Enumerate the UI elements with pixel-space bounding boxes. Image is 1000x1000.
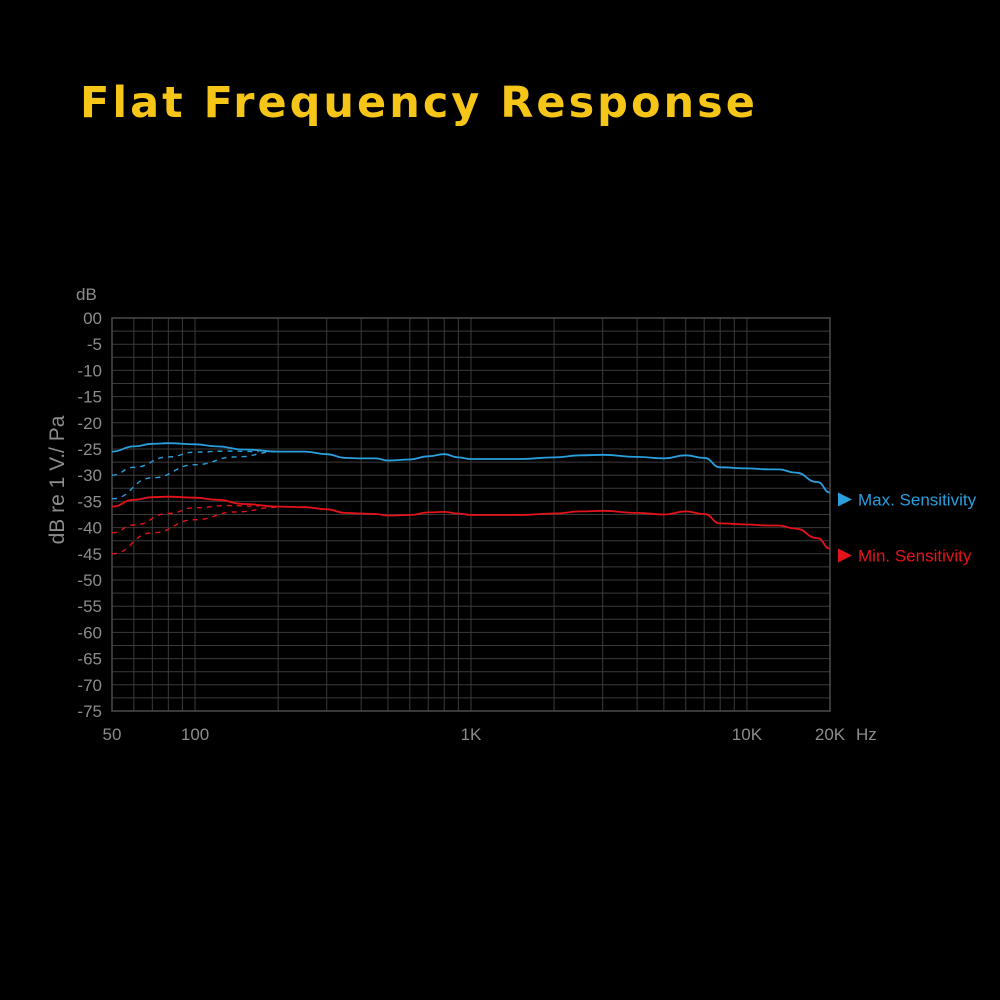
legend-label: Max. Sensitivity bbox=[858, 490, 977, 509]
y-tick-label: 00 bbox=[83, 309, 102, 328]
y-tick-label: -35 bbox=[77, 492, 102, 511]
max-sensitivity-rolloff-line bbox=[111, 450, 259, 476]
legend-label: Min. Sensitivity bbox=[858, 547, 972, 566]
y-unit-label: dB bbox=[76, 285, 97, 304]
series-lines bbox=[111, 442, 831, 555]
legend-triangle-icon bbox=[838, 548, 852, 563]
y-axis-title: dB re 1 V./ Pa bbox=[46, 415, 69, 544]
y-tick-label: -15 bbox=[77, 388, 102, 407]
legend-item-min: Min. Sensitivity bbox=[838, 547, 972, 566]
y-tick-label: -10 bbox=[77, 361, 102, 380]
x-tick-label: 10K bbox=[732, 725, 763, 744]
x-tick-label: 1K bbox=[461, 725, 482, 744]
y-tick-label: -70 bbox=[77, 676, 102, 695]
min-sensitivity-rolloff-line bbox=[111, 504, 259, 534]
legend-triangle-icon bbox=[838, 492, 852, 507]
y-tick-label: -40 bbox=[77, 519, 102, 538]
y-tick-label: -75 bbox=[77, 702, 102, 721]
y-tick-label: -50 bbox=[77, 571, 102, 590]
grid bbox=[111, 317, 831, 712]
x-unit-label: Hz bbox=[856, 725, 877, 744]
min-sensitivity-line bbox=[111, 495, 831, 550]
legend-item-max: Max. Sensitivity bbox=[838, 490, 977, 509]
y-tick-label: -65 bbox=[77, 650, 102, 669]
legend: Max. Sensitivity Min. Sensitivity bbox=[838, 490, 977, 566]
y-tick-label: -30 bbox=[77, 466, 102, 485]
chart-title: Flat Frequency Response bbox=[80, 78, 758, 128]
max-sensitivity-rolloff-line bbox=[111, 450, 279, 500]
y-tick-label: -45 bbox=[77, 545, 102, 564]
y-tick-label: -20 bbox=[77, 414, 102, 433]
plot-border bbox=[111, 317, 831, 712]
y-tick-label: -25 bbox=[77, 440, 102, 459]
y-tick-label: -55 bbox=[77, 597, 102, 616]
x-tick-label: 20K bbox=[815, 725, 846, 744]
y-tick-label: -60 bbox=[77, 623, 102, 642]
x-tick-label: 100 bbox=[181, 725, 209, 744]
x-tick-label: 50 bbox=[103, 725, 122, 744]
max-sensitivity-line bbox=[111, 442, 831, 494]
axis-labels: 00 -5 -10 -15 -20 -25 -30 -35 -40 -45 -50 -55 -60 -65… bbox=[46, 285, 877, 744]
min-sensitivity-rolloff-line bbox=[111, 506, 279, 555]
y-tick-label: -5 bbox=[87, 335, 102, 354]
